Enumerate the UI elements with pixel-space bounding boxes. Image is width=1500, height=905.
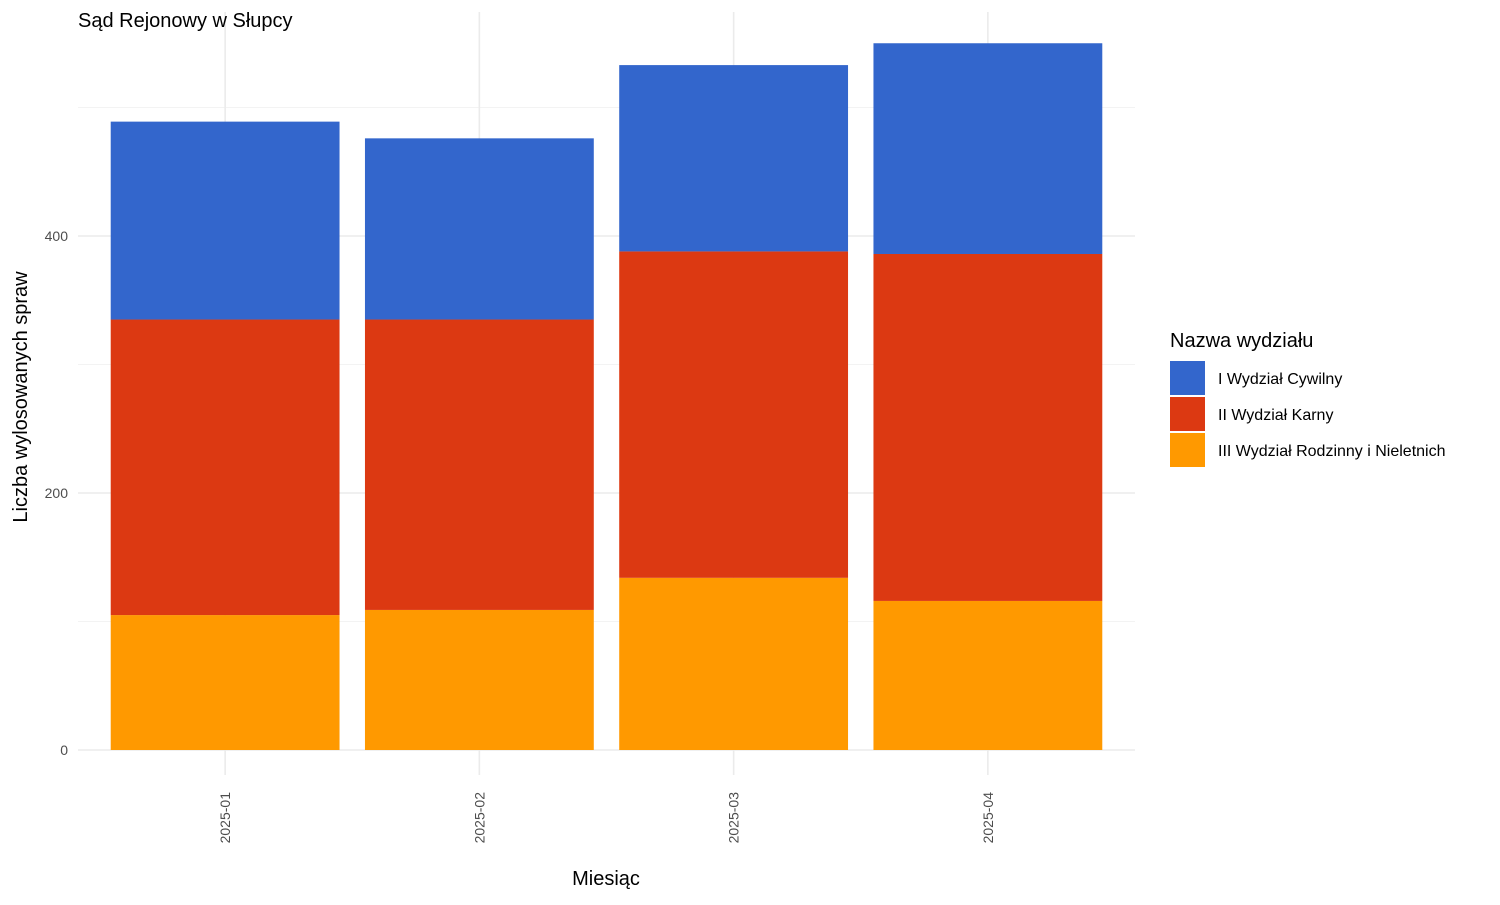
- y-axis-ticks: 0 200 400: [45, 228, 69, 758]
- bar-segment: [110, 615, 340, 750]
- chart-title: Sąd Rejonowy w Słupcy: [78, 10, 293, 32]
- legend-title: Nazwa wydziału: [1170, 330, 1313, 352]
- bars: [110, 43, 1103, 750]
- legend-label: II Wydział Karny: [1218, 407, 1333, 424]
- bar-segment: [110, 319, 340, 616]
- x-tick-label: 2025-02: [471, 792, 487, 844]
- bar-segment: [873, 43, 1103, 254]
- x-tick-label: 2025-01: [217, 792, 233, 844]
- bar-segment: [364, 609, 594, 750]
- legend-label: III Wydział Rodzinny i Nieletnich: [1218, 443, 1446, 460]
- y-axis-title: Liczba wylosowanych spraw: [10, 271, 32, 523]
- x-tick-label: 2025-03: [726, 792, 742, 844]
- bar-segment: [873, 600, 1103, 750]
- bar-segment: [619, 251, 849, 578]
- legend-swatch: [1170, 361, 1205, 395]
- legend-swatch: [1170, 433, 1205, 467]
- y-tick-label: 200: [45, 485, 69, 501]
- bar-segment: [873, 253, 1103, 601]
- y-tick-label: 400: [45, 228, 69, 244]
- bar-segment: [364, 319, 594, 610]
- x-axis-title: Miesiąc: [572, 868, 640, 890]
- bar-segment: [110, 121, 340, 320]
- bar-segment: [364, 138, 594, 320]
- legend-swatch: [1170, 397, 1205, 431]
- legend-label: I Wydział Cywilny: [1218, 371, 1342, 388]
- x-tick-label: 2025-04: [980, 792, 996, 844]
- y-tick-label: 0: [60, 742, 68, 758]
- x-axis-ticks: 2025-01 2025-02 2025-03 2025-04: [217, 792, 996, 844]
- legend: Nazwa wydziału I Wydział Cywilny II Wydzi…: [1170, 330, 1446, 467]
- bar-segment: [619, 65, 849, 252]
- bar-segment: [619, 577, 849, 750]
